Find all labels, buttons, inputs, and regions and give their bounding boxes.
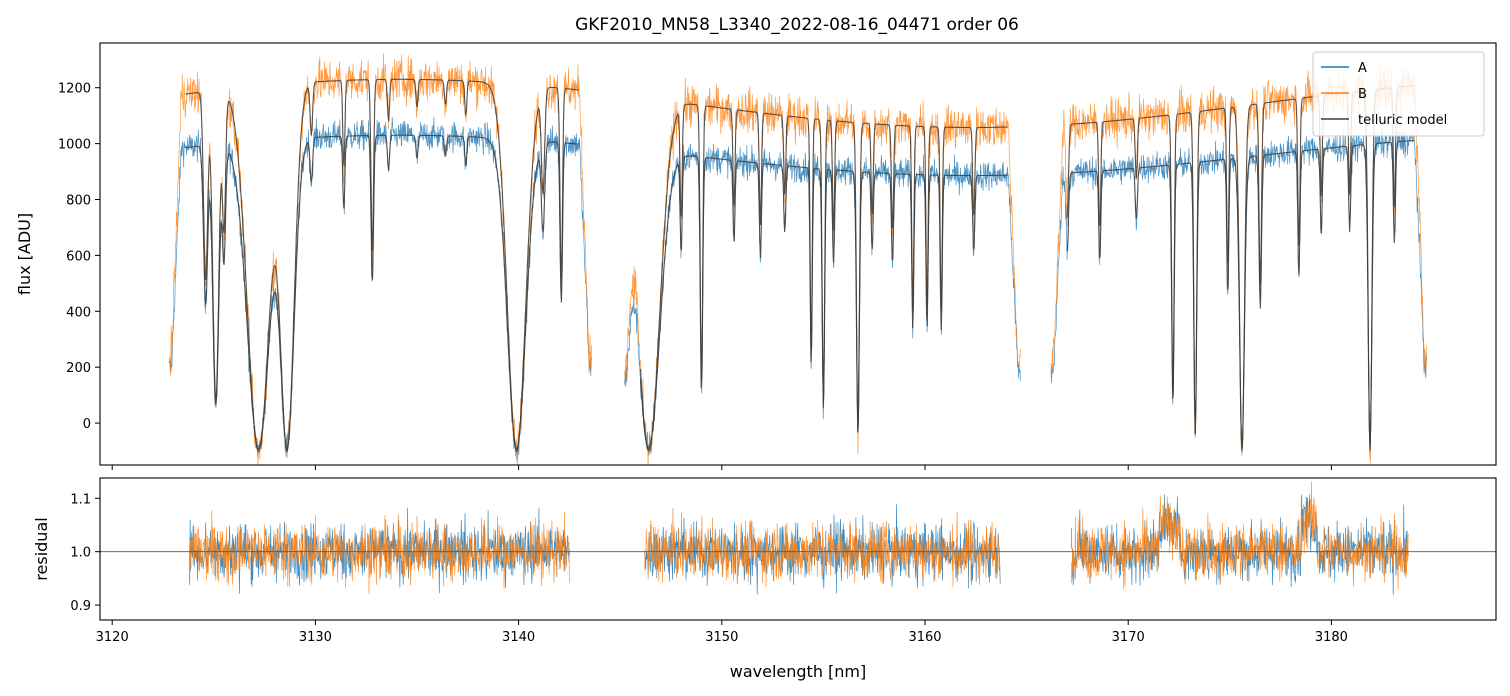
- residual-plot-frame: [99, 477, 1497, 621]
- flux-plot: 0 200 400 600 800 1000 1200 flux [ADU] ABtellu…: [15, 42, 1497, 470]
- x-tick-label: 3170: [1112, 630, 1145, 645]
- y-tick-label: 0.9: [70, 599, 91, 614]
- residual-b-line: [189, 481, 1409, 595]
- legend-label: B: [1358, 87, 1367, 102]
- x-tick-label: 3180: [1315, 630, 1348, 645]
- x-tick-label: 3150: [705, 630, 738, 645]
- legend-label: telluric model: [1358, 113, 1447, 128]
- flux-y-ticks: 0 200 400 600 800 1000 1200: [58, 82, 100, 432]
- y-tick-label: 1200: [58, 82, 91, 97]
- x-tick-label: 3120: [96, 630, 129, 645]
- legend-box: [1312, 51, 1485, 137]
- flux-series: [168, 53, 1427, 465]
- y-tick-label: 1.0: [70, 546, 91, 561]
- legend-label: A: [1358, 61, 1367, 76]
- telluric-model-line-a: [185, 134, 1415, 450]
- residual-y-axis-label: residual: [32, 517, 51, 580]
- residual-y-ticks: 0.9 1.0 1.1: [70, 492, 100, 614]
- y-tick-label: 800: [66, 194, 91, 209]
- residual-series: [100, 481, 1496, 596]
- y-tick-label: 600: [66, 249, 91, 264]
- y-tick-label: 200: [66, 361, 91, 376]
- flux-plot-frame: [99, 42, 1497, 466]
- chart-title: GKF2010_MN58_L3340_2022-08-16_04471 orde…: [575, 15, 1019, 35]
- x-tick-label: 3160: [908, 630, 941, 645]
- flux-x-ticks: [111, 465, 1332, 470]
- x-axis-label: wavelength [nm]: [730, 662, 867, 681]
- x-tick-label: 3130: [299, 630, 332, 645]
- residual-x-ticks: 3120 3130 3140 3150 3160 3170 3180: [96, 620, 1348, 645]
- y-tick-label: 0: [83, 417, 91, 432]
- y-tick-label: 400: [66, 305, 91, 320]
- x-tick-label: 3140: [502, 630, 535, 645]
- y-tick-label: 1.1: [70, 492, 91, 507]
- flux-y-axis-label: flux [ADU]: [15, 213, 34, 295]
- residual-plot: 0.9 1.0 1.1 3120 3130 3140 3150 3160 3170 3180 r…: [32, 477, 1497, 681]
- y-tick-label: 1000: [58, 138, 91, 153]
